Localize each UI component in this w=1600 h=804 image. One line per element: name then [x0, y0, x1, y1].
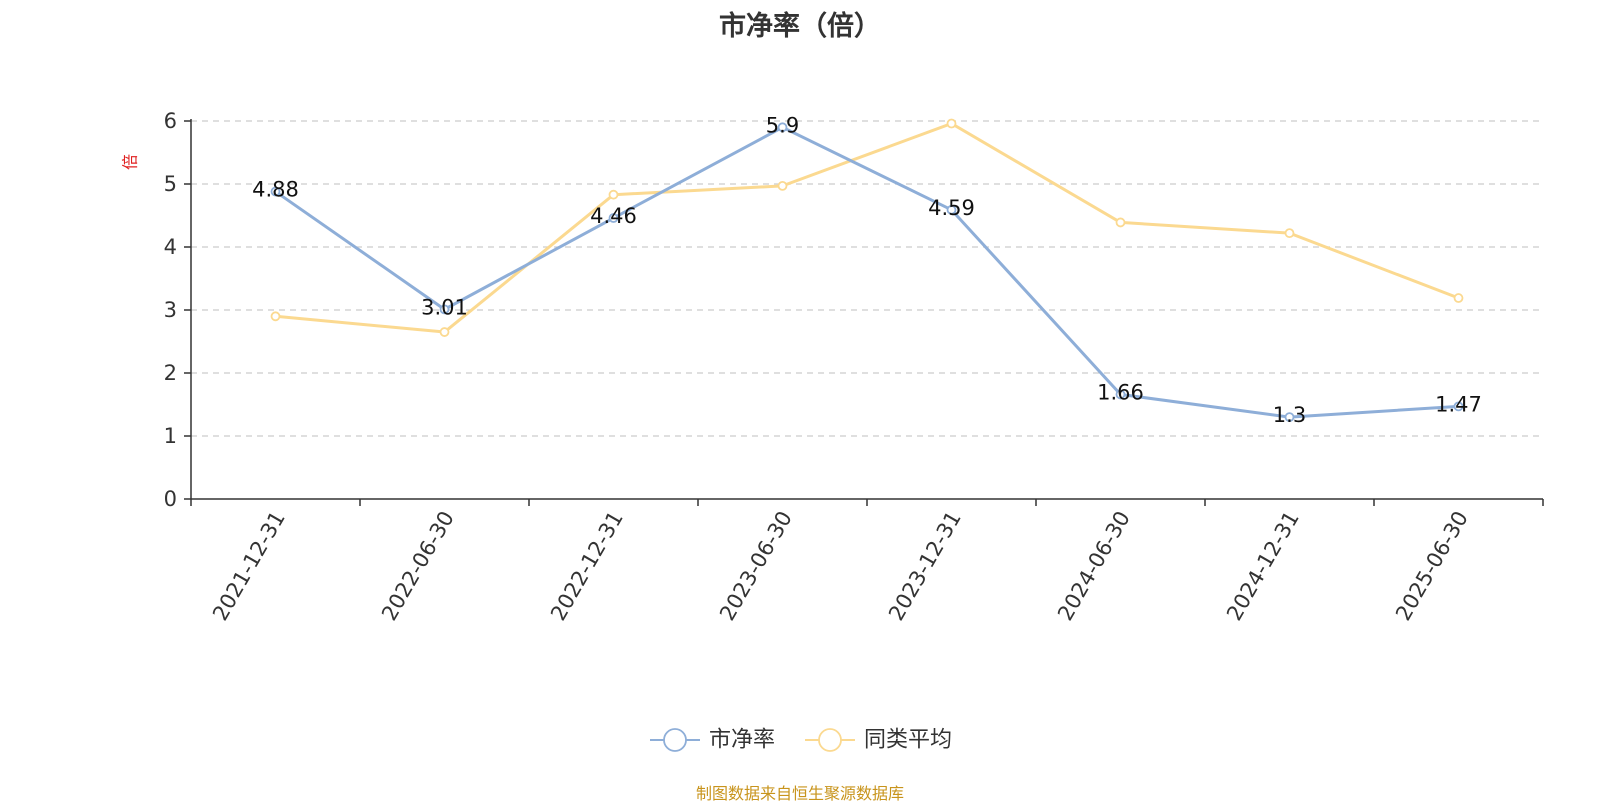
data-point [1284, 228, 1295, 239]
y-tick-label: 1 [164, 424, 177, 448]
data-point [946, 204, 957, 215]
y-tick-label: 4 [164, 235, 177, 259]
data-point [1453, 401, 1464, 412]
data-point [608, 213, 619, 223]
series-line-1 [275, 122, 1460, 334]
data-point [1453, 293, 1464, 303]
x-tick-label: 2022-06-30 [377, 507, 459, 625]
data-point [777, 180, 788, 191]
y-tick-label: 6 [164, 109, 177, 133]
series-line-0 [274, 125, 1459, 419]
data-point [1284, 412, 1295, 423]
data-point [777, 122, 788, 133]
data-source-note: 制图数据来自恒生聚源数据库 [695, 784, 904, 803]
legend[interactable]: 市净率 同类平均 [650, 728, 952, 753]
legend-marker [818, 728, 842, 752]
data-point [270, 186, 281, 197]
x-tick-label: 2022-12-31 [546, 507, 628, 625]
legend-item-0[interactable]: 市净率 [650, 728, 775, 753]
x-tick-label: 2024-12-31 [1222, 507, 1304, 625]
data-label: 1.47 [1435, 392, 1482, 416]
y-tick-label: 0 [164, 487, 177, 511]
y-tick-label: 5 [164, 172, 177, 196]
data-labels: 4.88 3.01 4.46 5.9 4.59 1.66 1.3 1.47 [252, 113, 1482, 427]
data-label: 4.46 [590, 204, 637, 228]
y-axis-ticks: 0 1 2 3 4 5 6 [164, 109, 177, 511]
x-tick-label: 2021-12-31 [208, 507, 290, 625]
series-group [270, 118, 1464, 423]
x-tick-label: 2023-06-30 [715, 507, 797, 625]
data-point [439, 327, 450, 337]
x-tick-label: 2024-06-30 [1053, 507, 1135, 625]
x-axis-ticks: 2021-12-31 2022-06-30 2022-12-31 2023-06-30… [208, 507, 1473, 625]
grid-lines [191, 120, 1543, 437]
axes [184, 119, 1544, 506]
data-point [608, 189, 619, 200]
data-point [270, 311, 281, 322]
data-label: 5.9 [766, 113, 799, 137]
x-tick-label: 2025-06-30 [1391, 507, 1473, 625]
legend-item-1[interactable]: 同类平均 [805, 728, 952, 753]
y-tick-label: 3 [164, 298, 177, 322]
legend-marker [663, 728, 687, 752]
chart-title: 市净率（倍） [719, 11, 881, 42]
data-point [946, 118, 957, 129]
data-label: 3.01 [421, 295, 468, 319]
data-point [1115, 389, 1126, 400]
legend-label: 市净率 [709, 728, 775, 753]
y-tick-label: 2 [164, 361, 177, 385]
data-point [439, 304, 450, 315]
data-label: 4.88 [252, 178, 299, 202]
data-label: 4.59 [928, 196, 975, 220]
data-label: 1.66 [1097, 380, 1144, 404]
data-label: 1.3 [1273, 403, 1306, 427]
x-tick-label: 2023-12-31 [884, 507, 966, 625]
data-point [1115, 217, 1126, 228]
y-axis-unit-label: 倍 [121, 154, 140, 170]
legend-label: 同类平均 [864, 728, 952, 753]
